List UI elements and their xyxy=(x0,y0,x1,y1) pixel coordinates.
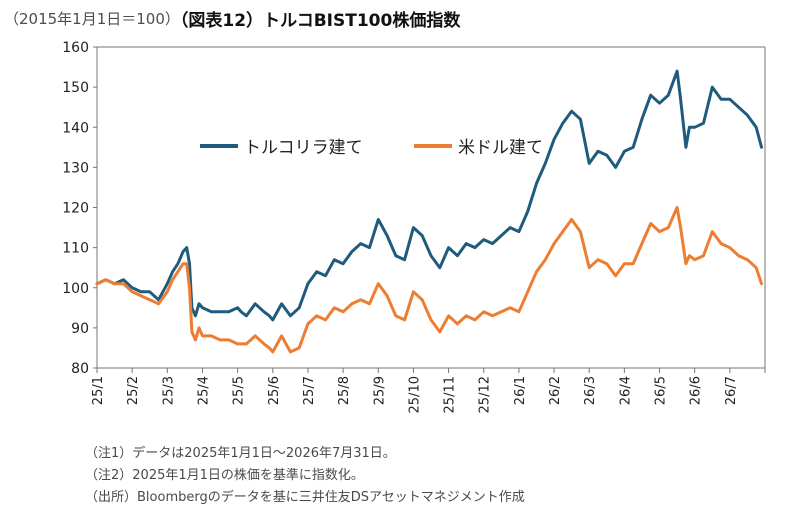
y-tick-label: 160 xyxy=(62,40,89,56)
x-tick-label: 26/3 xyxy=(583,376,598,405)
title-base-note: （2015年1月1日＝100） xyxy=(4,10,180,28)
y-tick-label: 100 xyxy=(62,281,89,297)
chart-title: （2015年1月1日＝100）（図表12）トルコBIST100株価指数 xyxy=(4,6,789,32)
x-tick-label: 25/8 xyxy=(337,376,352,405)
x-tick-label: 25/11 xyxy=(443,376,458,413)
y-tick-label: 80 xyxy=(71,361,89,377)
y-tick-label: 90 xyxy=(71,321,89,337)
y-tick-label: 110 xyxy=(62,241,89,257)
x-tick-label: 26/5 xyxy=(654,376,669,405)
x-tick-label: 25/3 xyxy=(161,376,176,405)
x-tick-label: 25/7 xyxy=(302,376,317,405)
x-tick-label: 26/1 xyxy=(513,376,528,405)
series-line-try xyxy=(95,69,763,322)
y-tick-label: 120 xyxy=(62,201,89,217)
x-tick-label: 25/6 xyxy=(267,376,282,405)
line-chart: 80 90 100 110 120 130 140 150 160 25/1 25/2 25/3 25/… xyxy=(62,40,766,413)
y-tick-label: 130 xyxy=(62,160,89,176)
y-tick-label: 140 xyxy=(62,120,89,136)
y-tick-label: 150 xyxy=(62,80,89,96)
series-line-usd xyxy=(95,206,763,354)
footnotes: （注1）データは2025年1月1日～2026年7月31日。 （注2）2025年1… xyxy=(85,443,785,509)
x-tick-label: 25/12 xyxy=(478,376,493,413)
footnote-2: （注2）2025年1月1日の株価を基準に指数化。 xyxy=(85,468,364,483)
x-tick-label: 26/6 xyxy=(689,376,704,405)
x-tick-label: 25/1 xyxy=(91,376,106,405)
x-tick-label: 25/4 xyxy=(196,376,211,405)
x-tick-label: 25/2 xyxy=(126,376,141,405)
x-tick-label: 25/5 xyxy=(232,376,247,405)
legend-label-try: トルコリラ建て xyxy=(244,138,363,158)
legend-label-usd: 米ドル建て xyxy=(458,138,543,158)
x-tick-label: 25/10 xyxy=(407,376,422,413)
x-tick-label: 26/2 xyxy=(548,376,563,405)
x-tick-label: 25/9 xyxy=(372,376,387,405)
x-tick-label: 26/7 xyxy=(724,376,739,405)
footnote-1: （注1）データは2025年1月1日～2026年7月31日。 xyxy=(85,446,396,461)
title-main: （図表12）トルコBIST100株価指数 xyxy=(179,11,461,31)
x-tick-label: 26/4 xyxy=(618,376,633,405)
footnote-source: （出所）Bloombergのデータを基に三井住友DSアセットマネジメント作成 xyxy=(85,490,525,505)
